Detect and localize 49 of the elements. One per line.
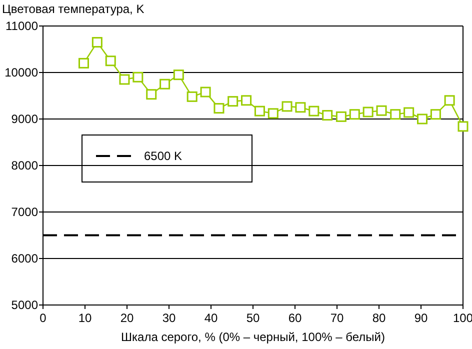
y-tick-label: 9000 — [11, 112, 38, 126]
point — [322, 110, 333, 121]
point — [160, 78, 170, 90]
point — [92, 37, 102, 48]
point — [308, 106, 320, 116]
point — [376, 105, 387, 116]
point — [228, 96, 238, 107]
point — [349, 109, 360, 120]
y-tick-label: 7000 — [11, 205, 38, 219]
x-tick-label: 10 — [78, 311, 92, 325]
point — [268, 108, 278, 119]
point — [417, 114, 428, 124]
point — [146, 89, 157, 100]
point — [458, 121, 468, 132]
point — [254, 106, 265, 116]
point — [336, 111, 346, 122]
y-tick-label: 5000 — [11, 298, 38, 312]
point — [132, 72, 144, 82]
point — [173, 70, 184, 80]
point — [78, 58, 89, 68]
y-axis-title: Цветовая температура, K — [2, 2, 144, 16]
x-axis-title: Шкала серого, % (0% – черный, 100% – белый) — [121, 330, 385, 344]
y-tick-label: 11000 — [6, 19, 38, 33]
point — [295, 102, 306, 113]
x-tick-label: 80 — [372, 311, 386, 325]
x-tick-label: 0 — [40, 311, 47, 325]
point — [444, 95, 455, 106]
point — [119, 74, 130, 85]
x-tick-label: 60 — [288, 311, 302, 325]
point — [362, 106, 374, 118]
point — [404, 107, 414, 118]
y-tick-label: 8000 — [11, 158, 38, 172]
y-tick-label: 6000 — [11, 252, 38, 266]
legend-label: 6500 K — [144, 149, 182, 163]
point — [200, 86, 211, 98]
point — [282, 101, 292, 112]
point — [186, 91, 198, 102]
x-tick-label: 50 — [246, 311, 260, 325]
point — [241, 95, 252, 106]
point — [390, 109, 401, 120]
point — [430, 109, 441, 120]
x-tick-label: 40 — [204, 311, 218, 325]
y-tick-label: 10000 — [4, 66, 38, 80]
point — [214, 103, 224, 114]
x-tick-label: 30 — [162, 311, 176, 325]
x-tick-label: 90 — [414, 311, 428, 325]
point — [105, 56, 116, 66]
x-tick-label: 70 — [330, 311, 344, 325]
x-tick-label: 20 — [120, 311, 134, 325]
